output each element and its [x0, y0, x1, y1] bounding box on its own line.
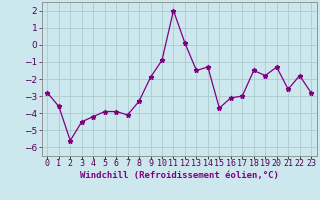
X-axis label: Windchill (Refroidissement éolien,°C): Windchill (Refroidissement éolien,°C): [80, 171, 279, 180]
